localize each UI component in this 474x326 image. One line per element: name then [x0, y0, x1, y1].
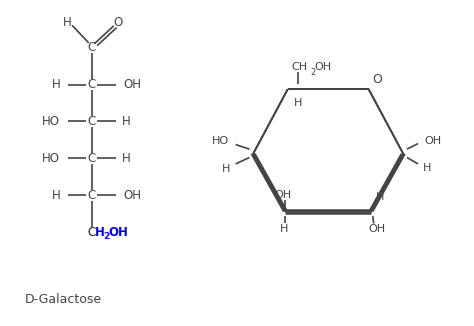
Text: H: H: [376, 192, 384, 202]
Text: OH: OH: [108, 226, 128, 239]
Text: H: H: [52, 78, 61, 91]
Text: OH: OH: [123, 78, 141, 91]
Text: H: H: [423, 163, 431, 173]
Text: H: H: [281, 224, 289, 233]
Text: H: H: [294, 98, 302, 108]
Text: HO: HO: [42, 115, 60, 128]
Text: C: C: [87, 41, 96, 54]
Text: H: H: [63, 16, 72, 29]
Text: H: H: [222, 164, 230, 173]
Text: OH: OH: [424, 136, 441, 146]
Text: OH: OH: [315, 62, 332, 72]
Text: O: O: [372, 73, 382, 86]
Text: H: H: [121, 115, 130, 128]
Text: C: C: [87, 115, 96, 128]
Text: H: H: [52, 189, 61, 202]
Text: HO: HO: [212, 136, 229, 146]
Text: O: O: [114, 16, 123, 29]
Text: 2: 2: [103, 232, 110, 241]
Text: OH: OH: [123, 189, 141, 202]
Text: D-Galactose: D-Galactose: [25, 293, 102, 306]
Text: 2: 2: [310, 68, 315, 78]
Text: OH: OH: [368, 224, 385, 234]
Text: CH: CH: [292, 62, 308, 72]
Text: C: C: [87, 189, 96, 202]
Text: HO: HO: [42, 152, 60, 165]
Text: H: H: [121, 152, 130, 165]
Text: C: C: [88, 226, 96, 239]
Text: C: C: [87, 78, 96, 91]
Text: C: C: [87, 226, 96, 239]
Text: C: C: [87, 152, 96, 165]
Text: H: H: [95, 226, 105, 239]
Text: OH: OH: [274, 190, 292, 200]
